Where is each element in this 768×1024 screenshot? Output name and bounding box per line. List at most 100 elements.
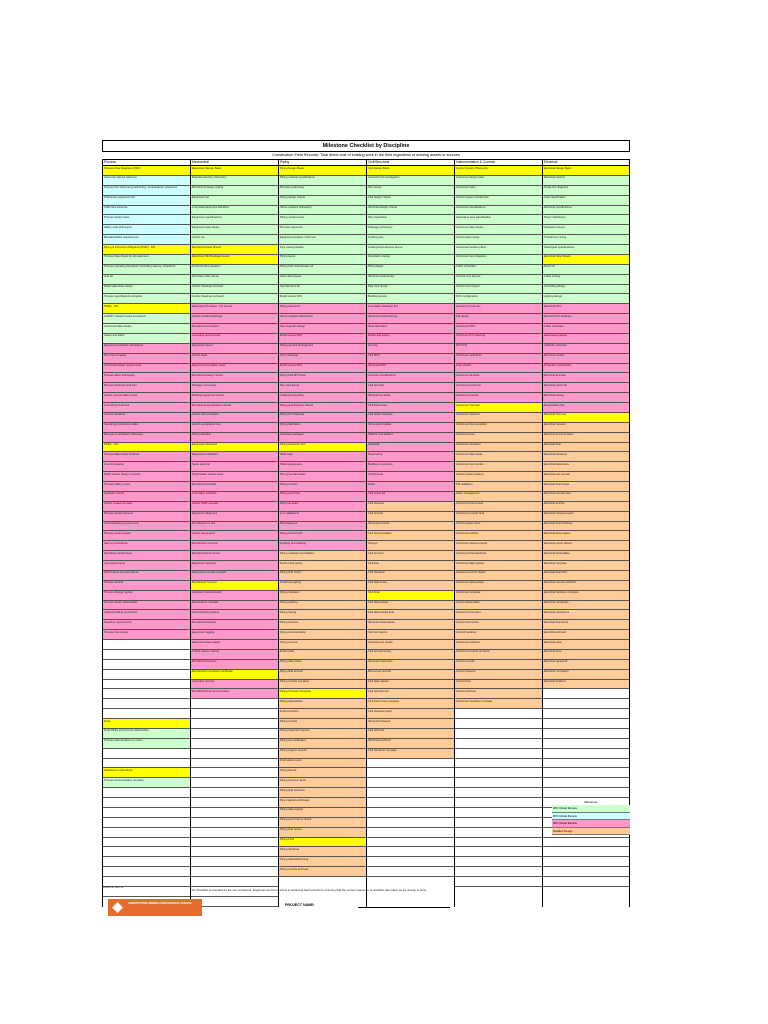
checklist-item <box>191 867 278 877</box>
checklist-item: Instrument data books <box>455 452 542 463</box>
checklist-item <box>191 827 278 838</box>
checklist-item <box>455 817 542 828</box>
checklist-item: Electrical signed off <box>543 659 629 670</box>
checklist-item: Control system docs <box>455 521 542 532</box>
checklist-item <box>367 768 454 779</box>
checklist-item <box>103 679 190 690</box>
legend-item: 90% Model Review <box>552 820 630 828</box>
checklist-item: Instrument archived <box>455 640 542 650</box>
checklist-item: SIS design <box>455 314 542 324</box>
checklist-item: Mechanical Turnover <box>191 580 278 591</box>
checklist-item: Structural design criteria <box>367 205 454 216</box>
checklist-item: Electrical done <box>543 649 629 660</box>
checklist-item: Performance test procedures <box>103 570 190 581</box>
checklist-item <box>455 758 542 769</box>
checklist-item: Piping final review <box>279 827 366 838</box>
checklist-item: Cathodic protection <box>543 343 629 354</box>
checklist-item: Piping Design Basis <box>279 166 366 176</box>
project-name-field[interactable] <box>358 907 450 908</box>
checklist-item: Equipment data register <box>191 640 278 650</box>
checklist-item: Electrical MTO <box>543 304 629 315</box>
checklist-item: Piping line list <box>279 768 366 779</box>
checklist-item: Instrument data sheets <box>455 225 542 236</box>
checklist-item: Cause and effect <box>103 333 190 344</box>
checklist-item <box>191 877 278 887</box>
checklist-item: Instrument design basis <box>455 175 542 186</box>
checklist-item: Piping deliverables final <box>279 857 366 868</box>
checklist-item: Process design closeout <box>103 511 190 522</box>
checklist-item: Piping painting <box>279 600 366 611</box>
checklist-item: Civil as-builts <box>367 383 454 394</box>
checklist-item <box>103 649 190 660</box>
checklist-item <box>455 788 542 798</box>
checklist-item: SIS validation <box>455 482 542 492</box>
checklist-item <box>191 837 278 848</box>
checklist-item: Piping Final <box>279 837 366 848</box>
footnote: This Checklist is intended for the use o… <box>190 888 427 892</box>
checklist-item: Operating procedures outline <box>103 422 190 433</box>
checklist-item: Equipment hydraulic calculations <box>103 343 190 354</box>
checklist-item: Process data sheets finalized <box>103 452 190 463</box>
checklist-item: Control handover <box>455 630 542 640</box>
checklist-item: Electrical testing <box>543 393 629 403</box>
checklist-item: Factory acceptance test <box>191 422 278 433</box>
checklist-item: Structural deliverables <box>367 620 454 631</box>
checklist-item: Civil turnover <box>367 551 454 561</box>
checklist-item: Line list finalized <box>103 462 190 473</box>
checklist-item: Start-up procedures <box>103 541 190 552</box>
checklist-item: Process Flow Diagrams (PFD) <box>103 166 190 176</box>
checklist-item <box>191 807 278 818</box>
checklist-item: Control final <box>455 679 542 690</box>
checklist-item: Inspection and test plan <box>191 333 278 344</box>
checklist-item <box>103 877 190 887</box>
checklist-item: Piping records <box>279 719 366 729</box>
checklist-item: Piping records archived <box>279 867 366 877</box>
checklist-item <box>543 788 629 798</box>
logo-text: CONSTRUCTION OWNERS ASSOCIATION OF ALBER… <box>128 902 192 905</box>
checklist-item: Transformer sizing <box>543 235 629 245</box>
checklist-item: Mechanical Data Sheets <box>191 245 278 255</box>
discipline-column: Process Process Flow Diagrams (PFD) Heat a… <box>102 160 190 907</box>
checklist-item: Critical spares ordered <box>191 649 278 660</box>
checklist-item <box>191 768 278 779</box>
checklist-columns: Process Process Flow Diagrams (PFD) Heat a… <box>102 159 630 907</box>
checklist-item: Electrical final <box>543 442 629 453</box>
checklist-item: Valve data sheets <box>279 274 366 285</box>
checklist-item: Hydrotest packages <box>279 432 366 443</box>
checklist-item: NDE requirements <box>279 462 366 473</box>
checklist-item: Underground piping <box>279 393 366 403</box>
checklist-item: Mechanical run test <box>191 521 278 532</box>
checklist-item <box>191 778 278 789</box>
checklist-item: Handover documentation <box>191 590 278 601</box>
column-header: Instrumentation & Controls <box>455 160 542 166</box>
checklist-item: Final P&IDs and process deliverables <box>103 728 190 739</box>
checklist-item: Underground services layout <box>367 245 454 255</box>
checklist-item: Piping layout <box>279 254 366 265</box>
checklist-item: Final stress report <box>279 758 366 769</box>
checklist-item: Civil design criteria <box>367 195 454 206</box>
checklist-item: Instrument loop diagrams <box>455 254 542 265</box>
checklist-item: Civil data register <box>367 679 454 690</box>
checklist-item: Single line diagrams <box>543 185 629 196</box>
milestone-legend: Milestones 30% Model Review 60% Model Rev… <box>552 800 630 835</box>
column-header: Process <box>103 160 190 166</box>
checklist-item: P&IDs - IFC <box>103 442 190 453</box>
checklist-item: Instrument closeout report <box>455 541 542 552</box>
checklist-item <box>455 748 542 759</box>
checklist-item: Electrical test records <box>543 472 629 482</box>
checklist-item: Loop checks <box>455 363 542 374</box>
checklist-item <box>455 877 542 887</box>
checklist-item: Civil handover complete <box>367 748 454 759</box>
checklist-item: Process design deliverables <box>103 600 190 611</box>
checklist-item: Piping IFC drawings <box>279 412 366 423</box>
checklist-item: Surveys <box>367 541 454 552</box>
checklist-item <box>543 709 629 719</box>
checklist-item: Cable schedules <box>455 264 542 275</box>
checklist-item: Piping final check <box>279 570 366 581</box>
checklist-item: Bolt torque records <box>367 669 454 680</box>
checklist-item: Model review 60% <box>279 333 366 344</box>
checklist-item: Vendor process data review <box>103 393 190 403</box>
checklist-item: Piping general arrangement <box>279 343 366 354</box>
checklist-item <box>103 886 190 897</box>
document-subtitle: Construction Field Records: Total direct… <box>272 153 460 157</box>
